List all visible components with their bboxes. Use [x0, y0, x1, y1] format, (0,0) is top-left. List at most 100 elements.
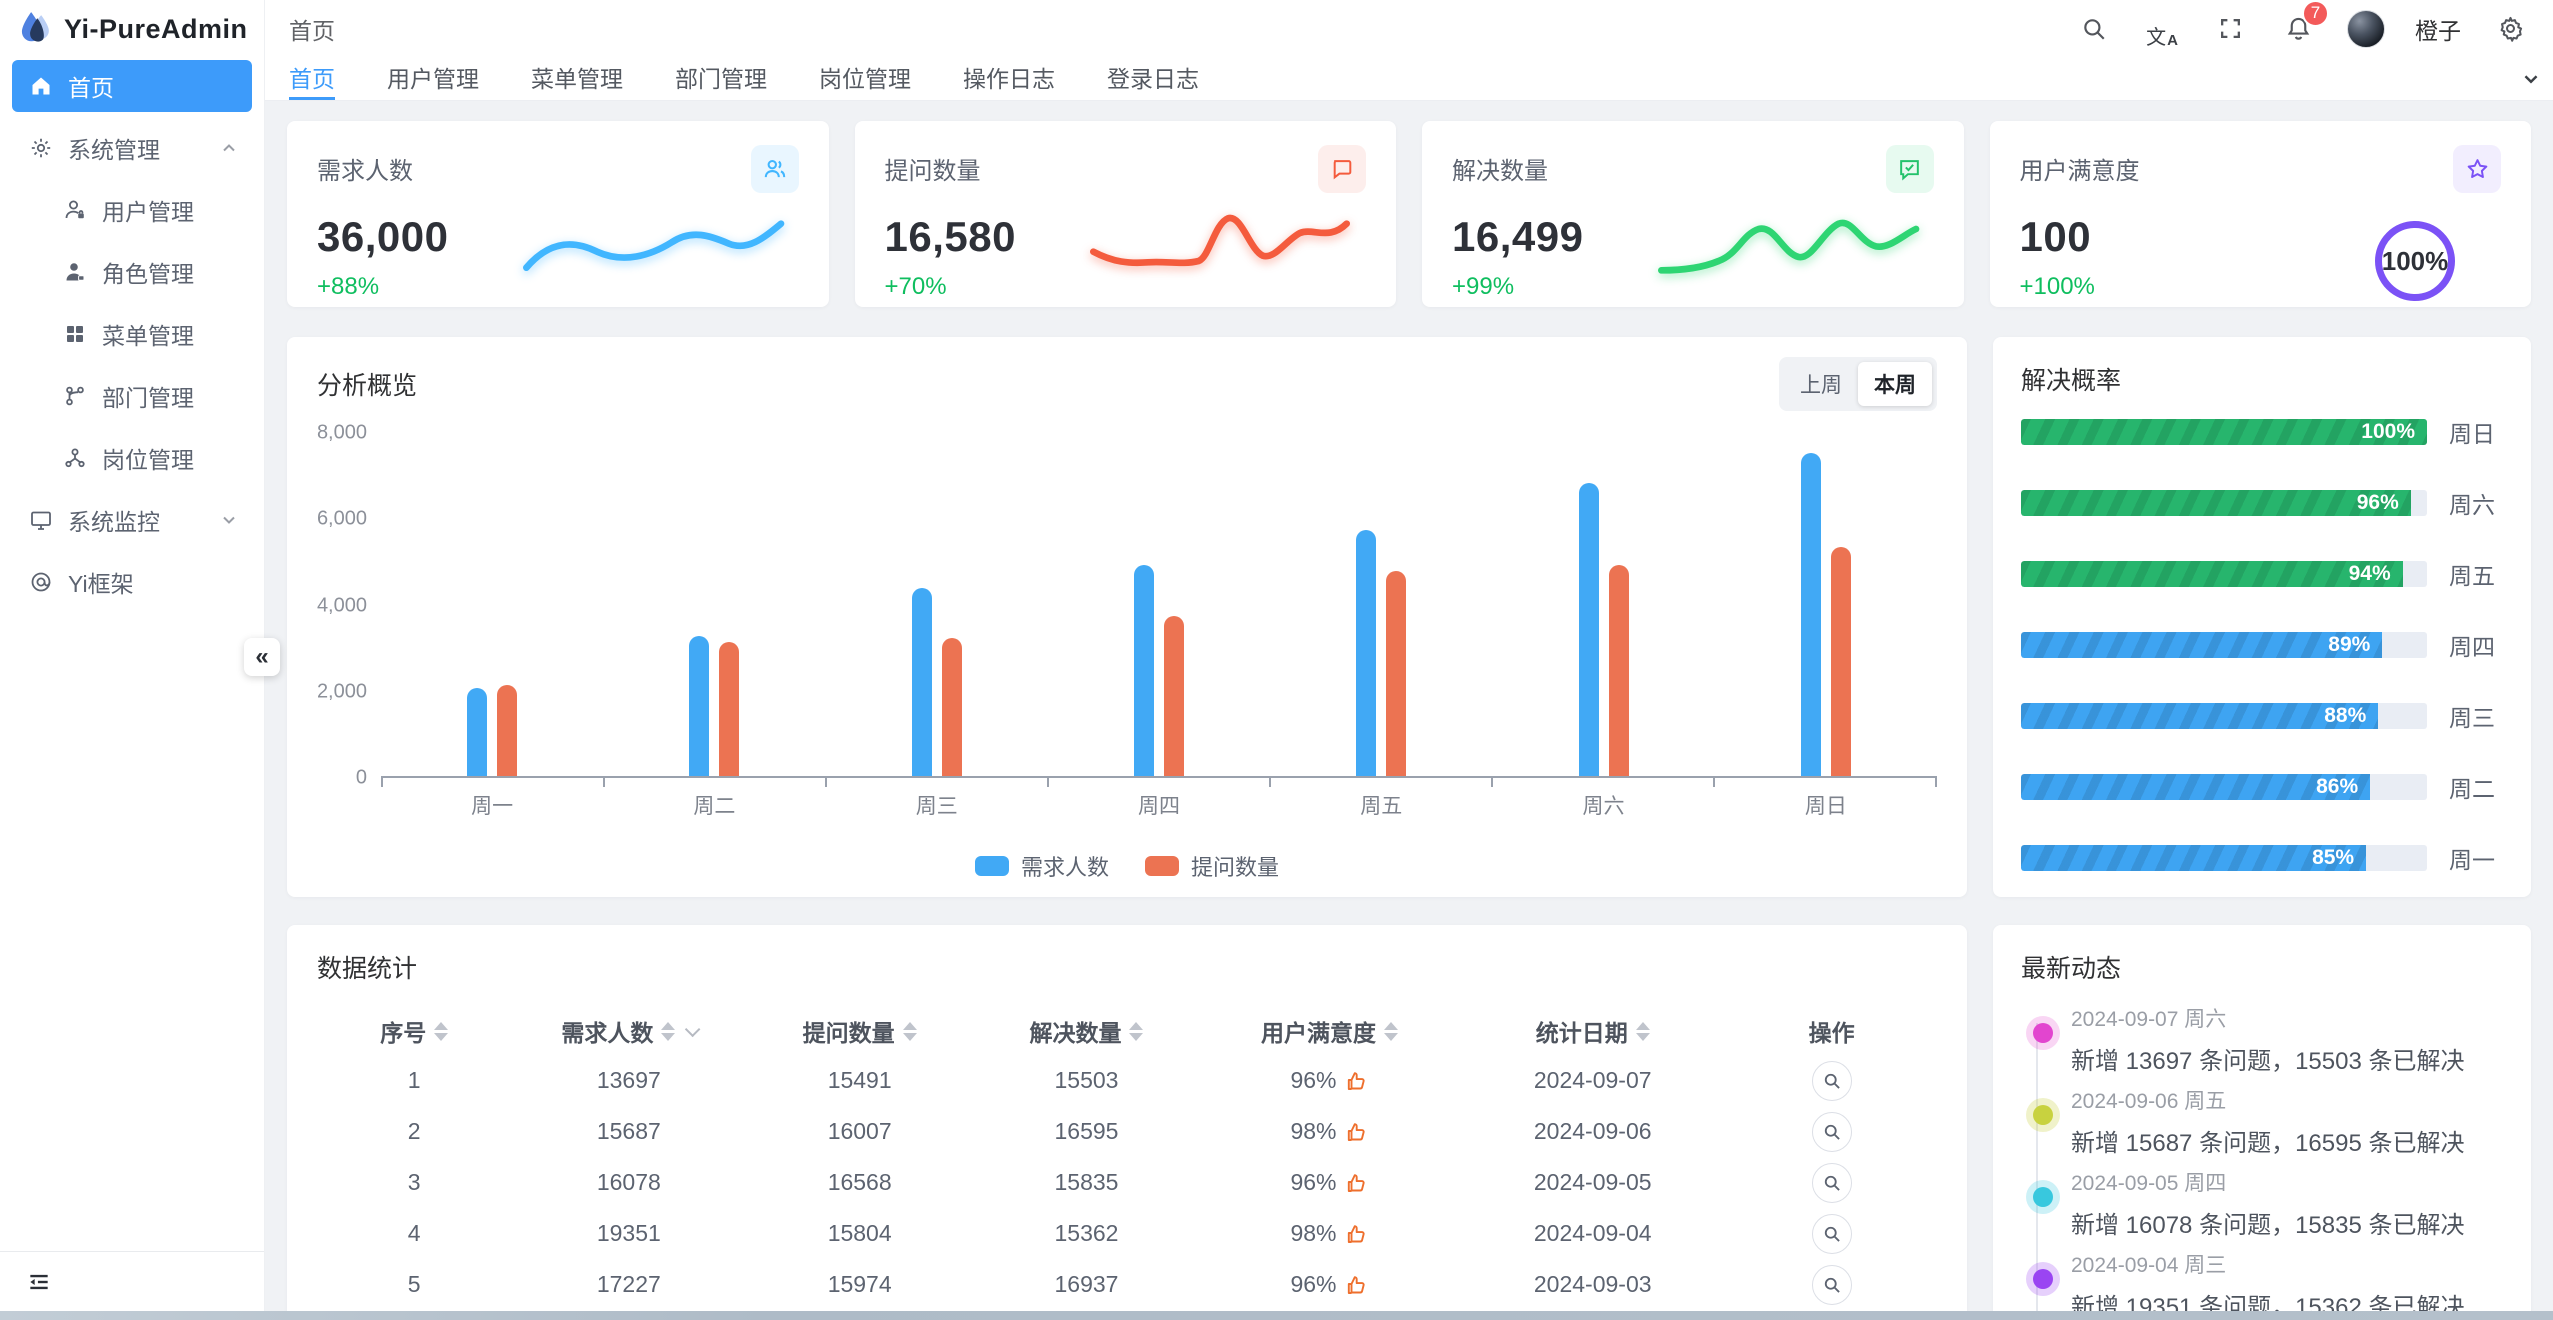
sidebar-collapse-button[interactable]: «	[244, 638, 280, 676]
cell-date: 2024-09-07	[1533, 1067, 1652, 1093]
timeline-date: 2024-09-04 周三	[2071, 1254, 2227, 1277]
col-header-date[interactable]: 统计日期	[1459, 1007, 1726, 1055]
probability-row: 96% 周六	[2021, 490, 2503, 518]
thumbs-up-icon	[1348, 1173, 1366, 1192]
thumbs-up-icon	[1348, 1275, 1366, 1294]
username-label[interactable]: 橙子	[2415, 17, 2461, 44]
sidebar-item-framework[interactable]: Yi框架	[12, 556, 252, 608]
nav-tab[interactable]: 用户管理	[387, 66, 479, 92]
this-week-button[interactable]: 本周	[1858, 362, 1932, 406]
horizontal-scrollbar[interactable]	[0, 1311, 2553, 1320]
sidebar-item-system-monitor[interactable]: 系统监控	[12, 494, 252, 546]
progress-fill: 85%	[2021, 845, 2367, 871]
nav-tab[interactable]: 部门管理	[675, 66, 767, 92]
bar-group	[603, 433, 825, 776]
cell-questions: 16568	[827, 1169, 892, 1195]
demand-bar	[467, 687, 488, 776]
col-header-satisfaction[interactable]: 用户满意度	[1200, 1007, 1459, 1055]
fullscreen-icon[interactable]	[2211, 10, 2249, 48]
y-axis: 8,000 6,000 4,000 2,000 0	[316, 422, 381, 789]
tabs-more-chevron-icon[interactable]	[2521, 57, 2541, 100]
stat-delta: +99%	[1452, 273, 1515, 300]
sidebar-item-system-mgmt[interactable]: 系统管理	[12, 122, 252, 174]
legend-questions[interactable]: 提问数量	[1145, 850, 1279, 882]
questions-bar	[941, 638, 962, 776]
legend-demand[interactable]: 需求人数	[974, 850, 1109, 882]
table-row: 4 19351 15804 15362 98%	[317, 1208, 1937, 1259]
cell-satisfaction: 96%	[1200, 1259, 1459, 1310]
col-header-actions: 操作	[1808, 1020, 1855, 1046]
data-statistics-title: 数据统计	[317, 955, 418, 983]
sort-icon[interactable]	[434, 1021, 449, 1041]
row-view-button[interactable]	[1811, 1162, 1852, 1203]
middle-row: 分析概览 上周 本周 8,000 6,000 4,000 2,000 0	[287, 337, 2531, 897]
demand-bar	[911, 588, 932, 776]
stat-card-satisfaction: 用户满意度 100 +100% 100%	[1989, 121, 2531, 307]
sort-icon[interactable]	[902, 1021, 917, 1041]
nav-tab[interactable]: 操作日志	[963, 66, 1055, 92]
page-tabs-bar: 首页 用户管理 菜单管理 部门管理 岗位管理 操作日志 登录日志	[265, 57, 2553, 101]
demand-bar	[1133, 564, 1154, 776]
timeline-text: 新增 13697 条问题，15503 条已解决	[2071, 1048, 2465, 1075]
col-header-solved[interactable]: 解决数量	[973, 1007, 1200, 1055]
bar-group	[1715, 433, 1937, 776]
user-avatar[interactable]	[2347, 9, 2385, 48]
last-week-button[interactable]: 上周	[1800, 374, 1842, 397]
table-row: 3 16078 16568 15835 96%	[317, 1157, 1937, 1208]
x-tick-label: 周一	[471, 795, 514, 818]
col-header-no[interactable]: 序号	[317, 1007, 511, 1055]
chat-icon	[1318, 145, 1366, 193]
stat-title: 用户满意度	[2019, 158, 2140, 185]
stat-card-demand: 需求人数 36,000 +88%	[287, 121, 829, 307]
row-view-button[interactable]	[1811, 1111, 1852, 1152]
x-tick-label: 周三	[915, 795, 958, 818]
progress-track: 96%	[2021, 490, 2427, 516]
progress-percent: 85%	[2312, 846, 2355, 869]
sort-icon[interactable]	[661, 1021, 676, 1041]
bar-group	[826, 433, 1048, 776]
col-header-questions[interactable]: 提问数量	[746, 1007, 973, 1055]
sort-icon[interactable]	[1635, 1021, 1650, 1041]
sort-icon[interactable]	[1129, 1021, 1144, 1041]
nav-tab[interactable]: 首页	[289, 57, 335, 100]
message-check-icon	[1885, 145, 1934, 193]
sidebar-item-role-mgmt[interactable]: 角色管理	[12, 246, 252, 298]
y-tick-label: 2,000	[316, 680, 367, 703]
app-logo[interactable]: Yi-PureAdmin	[0, 0, 264, 58]
row-view-button[interactable]	[1811, 1264, 1852, 1305]
filter-chevron-icon[interactable]	[685, 1021, 701, 1037]
search-icon[interactable]	[2075, 10, 2113, 48]
breadcrumb[interactable]: 首页	[289, 17, 335, 44]
sidebar-item-menu-mgmt[interactable]: 菜单管理	[12, 308, 252, 360]
x-tick-label: 周日	[1804, 795, 1847, 818]
menu-fold-icon[interactable]	[26, 1269, 52, 1295]
row-view-button[interactable]	[1811, 1060, 1852, 1101]
sidebar-item-label: 用户管理	[102, 199, 194, 225]
sidebar-item-post-mgmt[interactable]: 岗位管理	[12, 432, 252, 484]
sidebar-item-home[interactable]: 首页	[12, 60, 252, 112]
sidebar-item-dept-mgmt[interactable]: 部门管理	[12, 370, 252, 422]
nav-tab[interactable]: 登录日志	[1107, 66, 1199, 92]
solve-probability-title: 解决概率	[2021, 367, 2122, 395]
legend-label: 需求人数	[1020, 855, 1109, 880]
cell-demand: 15687	[596, 1118, 661, 1144]
y-tick-label: 6,000	[316, 507, 367, 530]
settings-gear-icon[interactable]	[2491, 10, 2529, 48]
nav-tab[interactable]: 岗位管理	[819, 66, 911, 92]
timeline-item: 2024-09-05 周四 新增 16078 条问题，15835 条已解决	[2027, 1163, 2503, 1245]
grid-icon	[60, 322, 90, 346]
notification-bell-icon[interactable]: 7	[2279, 0, 2329, 48]
cell-date: 2024-09-05	[1533, 1169, 1652, 1195]
tabs-list: 首页 用户管理 菜单管理 部门管理 岗位管理 操作日志 登录日志	[289, 57, 1251, 100]
stat-value: 16,580	[884, 213, 1016, 260]
sort-icon[interactable]	[1383, 1021, 1398, 1041]
nav-tab[interactable]: 菜单管理	[531, 66, 623, 92]
sidebar-item-user-mgmt[interactable]: 用户管理	[12, 184, 252, 236]
cell-no: 2	[407, 1118, 421, 1144]
row-view-button[interactable]	[1811, 1213, 1852, 1254]
solve-probability-card: 解决概率 100% 周日 96%	[1993, 337, 2531, 897]
cell-actions	[1726, 1055, 1937, 1106]
col-header-demand[interactable]: 需求人数	[511, 1007, 746, 1055]
